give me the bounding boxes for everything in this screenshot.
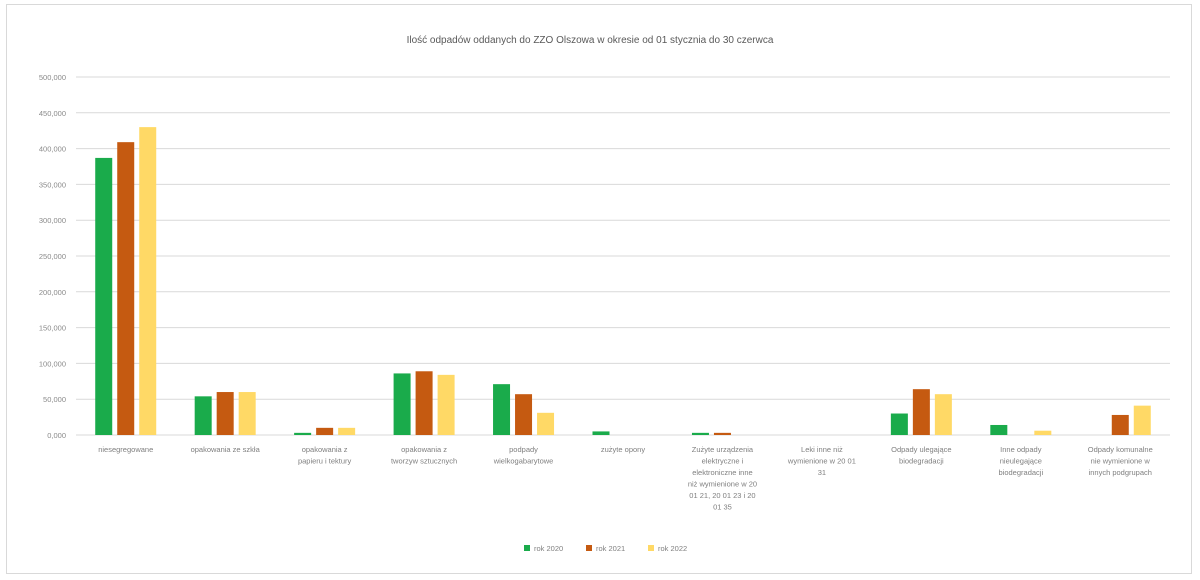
bar	[537, 412, 555, 435]
y-tick-label: 400,000	[39, 145, 66, 154]
legend-label: rok 2021	[596, 544, 625, 553]
chart-frame	[6, 4, 1192, 574]
y-tick-label: 200,000	[39, 288, 66, 297]
grid-lines	[76, 76, 1170, 436]
y-tick-label: 350,000	[39, 180, 66, 189]
bar	[393, 373, 411, 435]
x-category-label: niesegregowane	[98, 445, 153, 454]
bar	[1111, 414, 1129, 435]
y-axis-ticks: 0,000 50,000 100,000 150,000 200,000 250,000 3…	[39, 73, 66, 440]
bar	[890, 413, 908, 435]
y-tick-label: 100,000	[39, 359, 66, 368]
x-category-label: opakowania ze szkła	[191, 445, 261, 454]
x-category-label: Leki inne niż wymienione w 20 01 31	[787, 445, 856, 477]
bar	[1034, 430, 1052, 435]
bar	[216, 392, 234, 435]
y-tick-label: 500,000	[39, 73, 66, 82]
bar	[934, 394, 952, 435]
y-tick-label: 300,000	[39, 216, 66, 225]
bar	[713, 432, 731, 435]
x-category-label: Odpady komunalne nie wymienione w innych p…	[1088, 445, 1153, 477]
x-category-label: opakowania z tworzyw sztucznych	[391, 445, 457, 466]
bar	[316, 427, 334, 435]
y-tick-label: 250,000	[39, 252, 66, 261]
bar	[338, 427, 356, 435]
legend-label: rok 2020	[534, 544, 563, 553]
x-category-label: Inne odpady nieulegające biodegradacji	[999, 445, 1044, 477]
legend: rok 2020 rok 2021 rok 2022	[524, 544, 687, 553]
legend-label: rok 2022	[658, 544, 687, 553]
legend-swatch	[524, 545, 530, 551]
bar	[912, 389, 930, 435]
chart-title: Ilość odpadów oddanych do ZZO Olszowa w …	[407, 35, 774, 46]
y-tick-label: 50,000	[43, 395, 66, 404]
y-tick-label: 450,000	[39, 109, 66, 118]
legend-swatch	[586, 545, 592, 551]
bar	[437, 374, 455, 435]
bar	[990, 424, 1008, 435]
y-tick-label: 150,000	[39, 324, 66, 333]
bar	[493, 384, 511, 435]
x-category-label: Zużyte urządzenia elektryczne i elektronic…	[688, 445, 757, 512]
bars	[95, 127, 1151, 436]
bar	[294, 432, 312, 435]
bar	[515, 394, 533, 435]
y-tick-label: 0,000	[47, 431, 66, 440]
bar	[415, 371, 433, 435]
legend-swatch	[648, 545, 654, 551]
bar	[194, 396, 212, 435]
x-category-label: opakowania z papieru i tektury	[298, 445, 352, 466]
bar	[139, 127, 157, 436]
x-category-label: zużyte opony	[601, 445, 645, 454]
bar	[1133, 405, 1151, 435]
bar	[592, 431, 610, 435]
bar	[95, 157, 113, 435]
bar	[117, 142, 135, 435]
bar	[691, 432, 709, 435]
x-category-label: podpady wielkogabarytowe	[493, 445, 554, 466]
x-category-label: Odpady ulegające biodegradacji	[891, 445, 951, 466]
x-axis-categories: niesegregowane opakowania ze szkła opakowa…	[98, 445, 1153, 512]
bar	[238, 392, 256, 435]
